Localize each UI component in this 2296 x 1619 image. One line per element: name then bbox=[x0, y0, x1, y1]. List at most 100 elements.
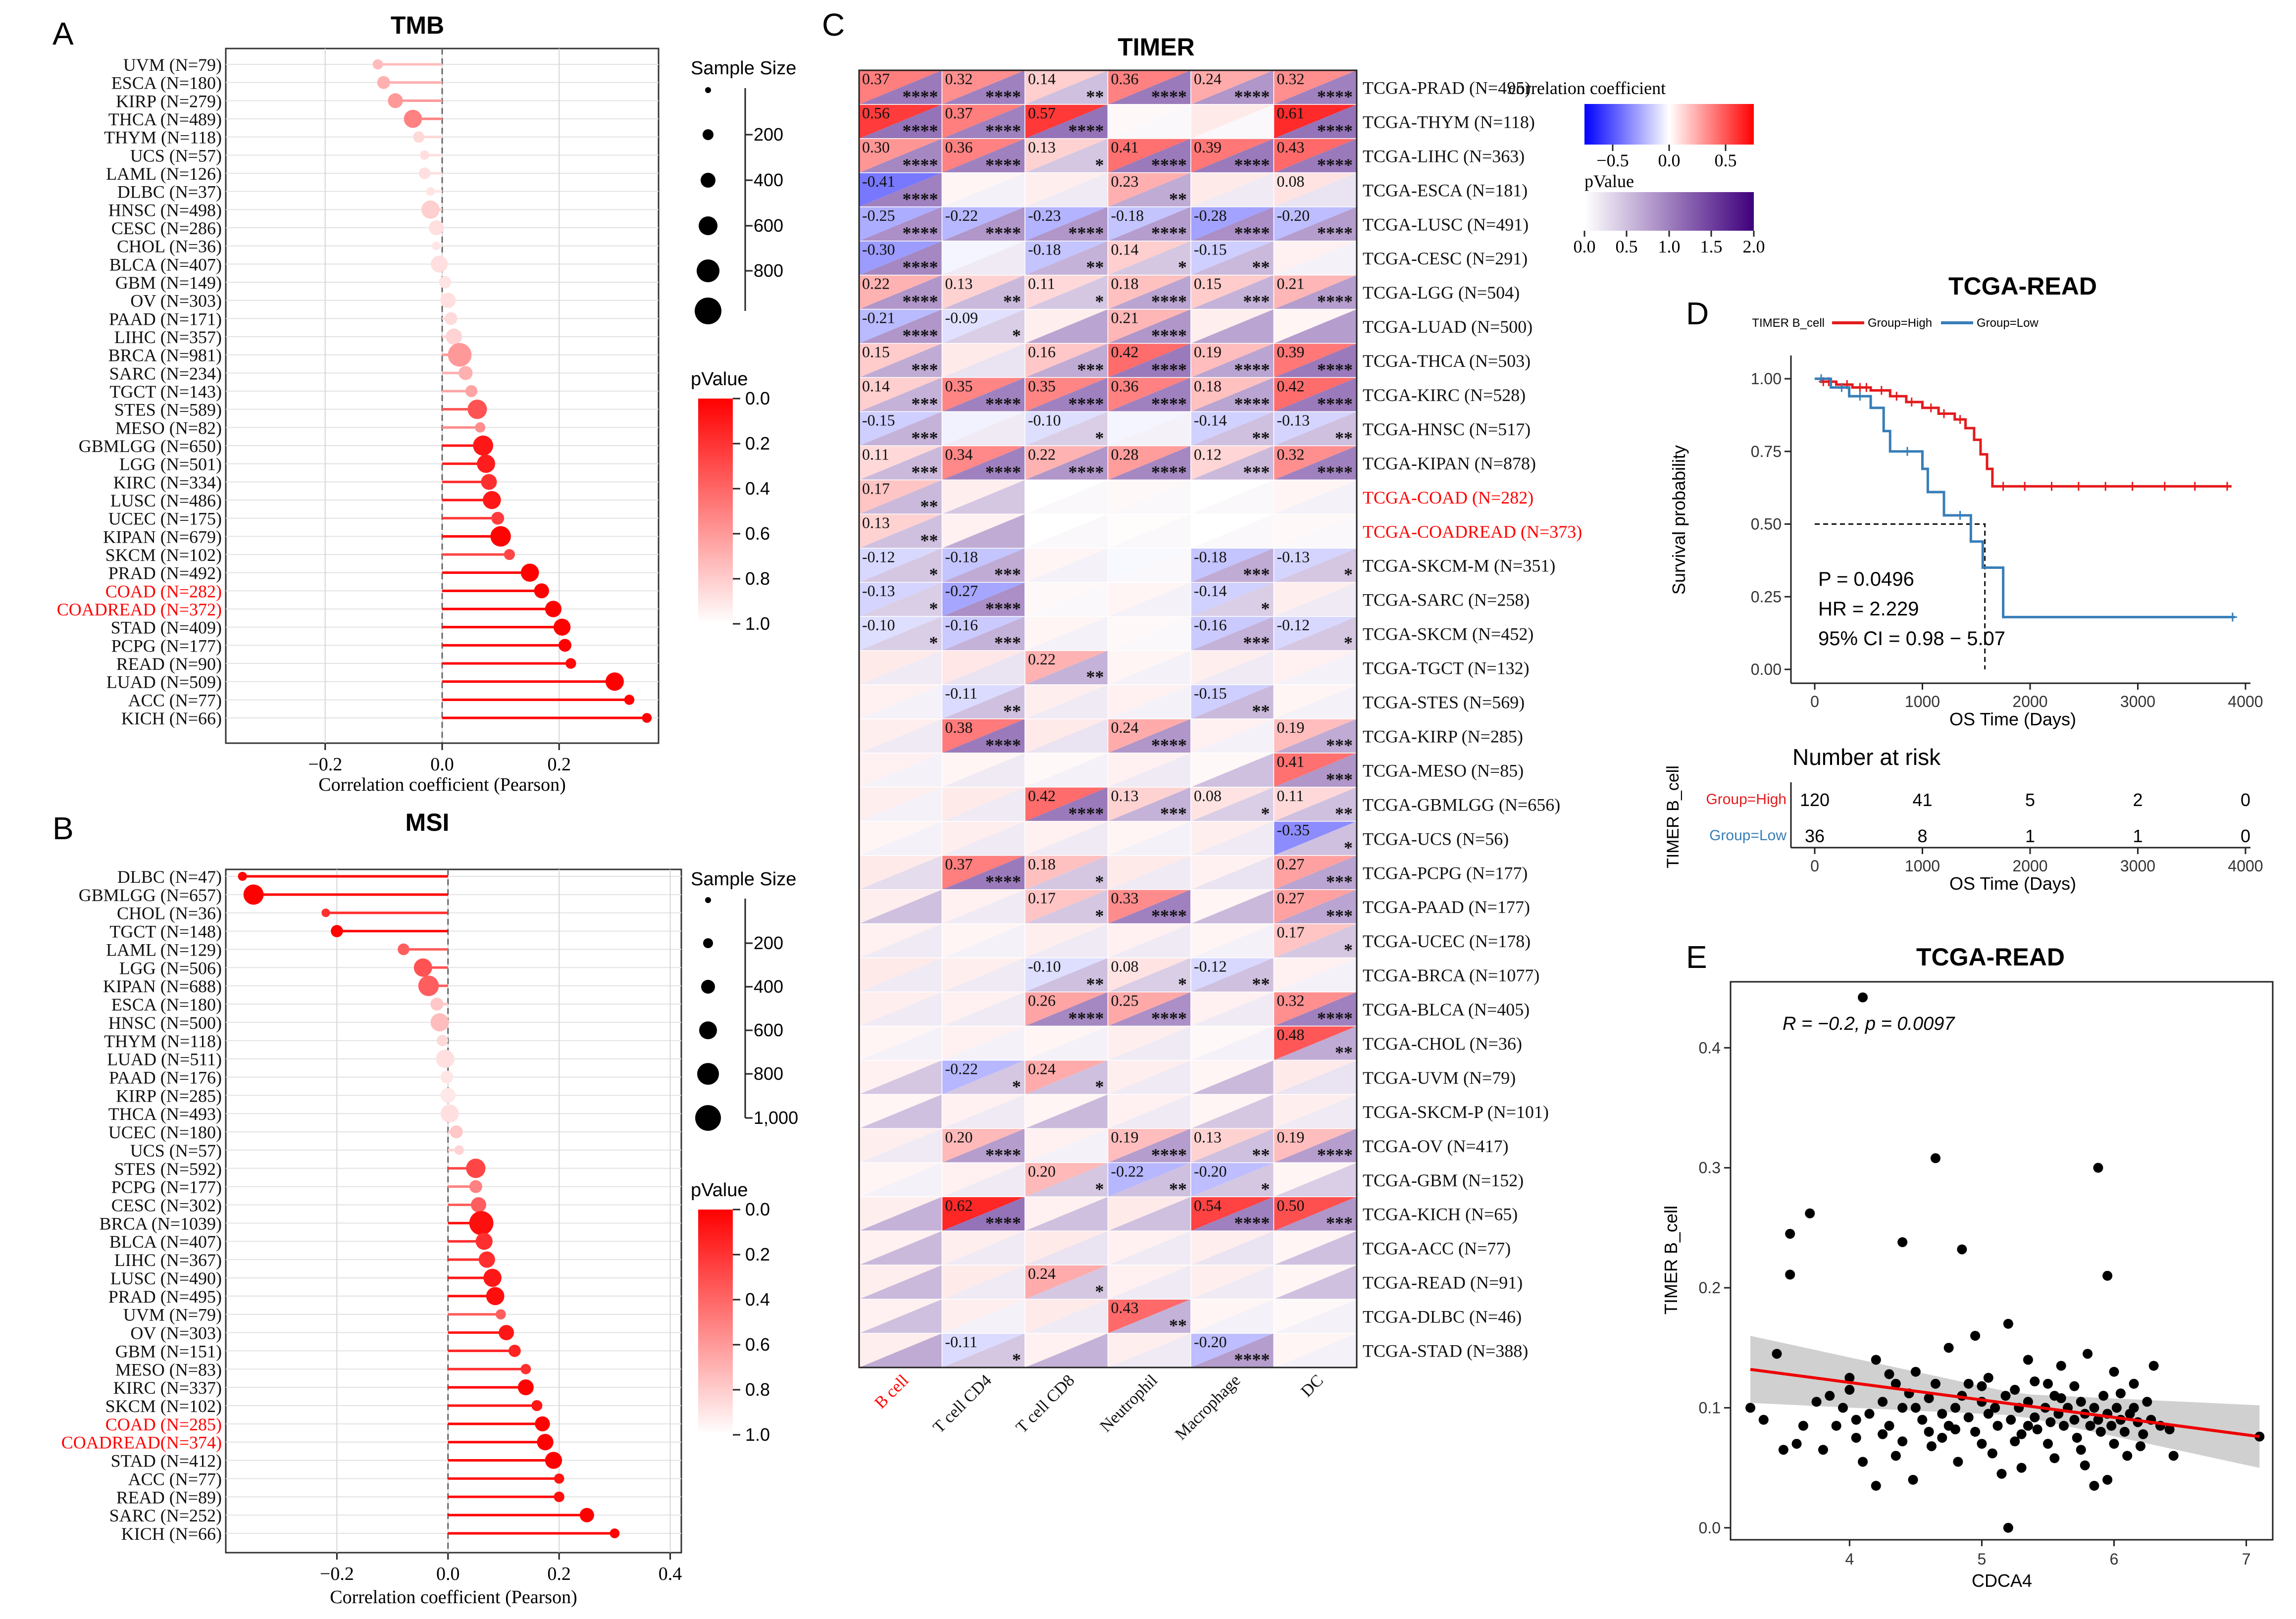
cor-triangle bbox=[859, 241, 942, 275]
scatter-point bbox=[2006, 1415, 2016, 1425]
cor-value: 0.11 bbox=[1277, 787, 1304, 805]
pvalue-triangle bbox=[1025, 411, 1108, 446]
cor-value: 0.14 bbox=[1028, 70, 1056, 88]
row-label: OV (N=303) bbox=[130, 291, 222, 311]
pvalue-triangle bbox=[859, 172, 942, 207]
pvalue-triangle bbox=[859, 1265, 942, 1300]
cor-triangle bbox=[1191, 753, 1274, 787]
cor-triangle bbox=[1274, 923, 1357, 958]
row-label: STAD (N=412) bbox=[111, 1451, 222, 1471]
scatter-point bbox=[1970, 1330, 1981, 1341]
pvalue-triangle bbox=[1191, 309, 1274, 344]
pvalue-triangle bbox=[942, 1265, 1025, 1300]
cor-value: 0.36 bbox=[1111, 377, 1139, 395]
cor-triangle bbox=[1191, 992, 1274, 1026]
row-label: KIRP (N=285) bbox=[116, 1086, 222, 1106]
lollipop-dot bbox=[430, 1013, 449, 1032]
censor-mark bbox=[2101, 482, 2110, 491]
panel-b-x-ticks: −0.2 0.0 0.2 0.4 bbox=[320, 1553, 682, 1584]
pvalue-triangle bbox=[1274, 1163, 1357, 1197]
significance-stars: **** bbox=[1151, 223, 1187, 243]
pvalue-triangle bbox=[1025, 548, 1108, 583]
risk-count: 120 bbox=[1800, 790, 1830, 810]
cor-value: -0.09 bbox=[945, 309, 978, 327]
significance-stars: * bbox=[1095, 906, 1104, 926]
scatter-point bbox=[2042, 1439, 2053, 1449]
pvalue-triangle bbox=[1274, 1128, 1357, 1163]
panel-a-p-legend-ticks bbox=[733, 398, 740, 625]
pvalue-triangle bbox=[859, 241, 942, 275]
row-label: BLCA (N=407) bbox=[109, 254, 222, 274]
significance-stars: **** bbox=[1317, 223, 1353, 243]
pvalue-triangle bbox=[1025, 821, 1108, 856]
panel-b-lollipops bbox=[238, 871, 620, 1538]
pvalue-triangle bbox=[1108, 514, 1191, 549]
scatter-point bbox=[2042, 1378, 2053, 1389]
row-label: THYM (N=118) bbox=[104, 128, 222, 148]
panel-a-size-legend-label: 600 bbox=[754, 215, 783, 236]
panel-d-stat-p: P = 0.0496 bbox=[1818, 568, 1914, 590]
significance-stars: * bbox=[929, 633, 938, 653]
scatter-point bbox=[2023, 1355, 2033, 1365]
significance-stars: **** bbox=[985, 462, 1021, 482]
row-label: UCS (N=57) bbox=[130, 146, 222, 165]
scatter-point bbox=[1924, 1393, 1934, 1404]
row-label: SKCM (N=102) bbox=[105, 545, 222, 565]
censor-mark bbox=[2160, 482, 2169, 491]
panel-d-risk-xlabel: OS Time (Days) bbox=[1949, 873, 2076, 894]
row-label: PRAD (N=492) bbox=[108, 563, 222, 583]
pvalue-triangle bbox=[1191, 138, 1274, 173]
pvalue-triangle bbox=[942, 616, 1025, 651]
pvalue-triangle bbox=[942, 1299, 1025, 1334]
pvalue-triangle bbox=[859, 1060, 942, 1095]
panel-b-gridlines bbox=[226, 869, 681, 1553]
scatter-point bbox=[1791, 1439, 1802, 1449]
cor-value: 0.11 bbox=[862, 445, 889, 463]
pvalue-triangle bbox=[1108, 480, 1191, 514]
pvalue-triangle bbox=[859, 514, 942, 549]
pvalue-triangle bbox=[1191, 1163, 1274, 1197]
panel-b-size-legend-label: 600 bbox=[754, 1020, 783, 1040]
pvalue-triangle bbox=[942, 309, 1025, 344]
cor-value: -0.10 bbox=[1028, 958, 1061, 975]
cor-value: -0.12 bbox=[862, 548, 895, 565]
cor-value: 0.17 bbox=[1277, 923, 1305, 941]
panel-c-p-legend-label: 2.0 bbox=[1743, 237, 1765, 256]
row-label: TCGA-SARC (N=258) bbox=[1363, 590, 1530, 610]
row-label: DLBC (N=37) bbox=[117, 182, 222, 202]
significance-stars: ** bbox=[1335, 804, 1353, 823]
cor-value: 0.23 bbox=[1111, 172, 1139, 190]
pvalue-triangle bbox=[1108, 309, 1191, 344]
cor-triangle bbox=[859, 958, 942, 992]
row-label: BLCA (N=407) bbox=[109, 1232, 222, 1252]
lollipop-dot bbox=[496, 1309, 506, 1320]
pvalue-triangle bbox=[859, 753, 942, 787]
panel-b-p-legend-label: 0.0 bbox=[745, 1199, 770, 1219]
lollipop-dot bbox=[475, 1233, 493, 1250]
significance-stars: * bbox=[1012, 326, 1021, 346]
cor-triangle bbox=[1025, 104, 1108, 139]
pvalue-triangle bbox=[942, 958, 1025, 992]
row-label: READ (N=90) bbox=[116, 654, 222, 674]
scatter-point bbox=[1825, 1391, 1835, 1401]
significance-stars: * bbox=[1095, 1281, 1104, 1301]
row-label: KIRC (N=337) bbox=[113, 1378, 222, 1398]
pvalue-triangle bbox=[1108, 1163, 1191, 1197]
scatter-point bbox=[2056, 1393, 2066, 1404]
cor-triangle bbox=[859, 616, 942, 651]
row-label: TCGA-CHOL (N=36) bbox=[1363, 1034, 1522, 1054]
cor-value: 0.43 bbox=[1277, 138, 1305, 156]
pvalue-triangle bbox=[1108, 651, 1191, 685]
row-label: PAAD (N=171) bbox=[109, 309, 222, 329]
pvalue-triangle bbox=[1274, 514, 1357, 549]
cor-triangle bbox=[1025, 685, 1108, 719]
significance-stars: **** bbox=[985, 394, 1021, 413]
risk-count: 0 bbox=[2241, 790, 2250, 810]
scatter-point bbox=[2080, 1460, 2090, 1470]
cor-triangle bbox=[1191, 241, 1274, 275]
row-label: TCGA-COADREAD (N=373) bbox=[1363, 522, 1582, 542]
censor-mark bbox=[1955, 510, 1965, 520]
pvalue-triangle bbox=[1274, 582, 1357, 617]
panel-label-e: E bbox=[1686, 939, 1707, 975]
scatter-point bbox=[1778, 1445, 1788, 1455]
